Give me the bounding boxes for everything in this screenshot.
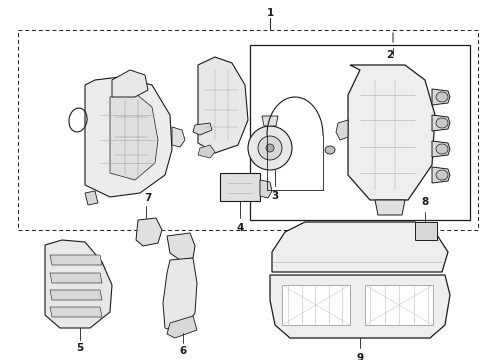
Polygon shape <box>163 258 197 333</box>
Polygon shape <box>110 93 158 180</box>
Polygon shape <box>172 127 185 147</box>
Polygon shape <box>112 70 148 97</box>
Text: 9: 9 <box>356 353 364 360</box>
Bar <box>220 173 260 201</box>
Polygon shape <box>198 57 248 153</box>
Text: 7: 7 <box>145 193 152 203</box>
Text: 5: 5 <box>76 343 84 353</box>
Polygon shape <box>336 120 348 140</box>
Ellipse shape <box>325 146 335 154</box>
Text: 1: 1 <box>267 8 273 18</box>
Polygon shape <box>50 290 102 300</box>
Text: 3: 3 <box>271 191 279 201</box>
Text: 4: 4 <box>236 223 244 233</box>
Bar <box>282 285 350 325</box>
Polygon shape <box>136 218 162 246</box>
Polygon shape <box>375 200 405 215</box>
Text: 8: 8 <box>421 197 429 207</box>
Bar <box>18 30 478 230</box>
Polygon shape <box>193 123 212 135</box>
Polygon shape <box>50 307 102 317</box>
Bar <box>415 222 437 240</box>
Bar <box>365 285 433 325</box>
Polygon shape <box>50 273 102 283</box>
Polygon shape <box>432 89 450 105</box>
Polygon shape <box>45 240 112 328</box>
Ellipse shape <box>436 144 448 154</box>
Ellipse shape <box>248 126 292 170</box>
Polygon shape <box>432 115 450 131</box>
Polygon shape <box>270 275 450 338</box>
Polygon shape <box>50 255 102 265</box>
Ellipse shape <box>258 136 282 160</box>
Polygon shape <box>272 222 448 272</box>
Ellipse shape <box>436 170 448 180</box>
Polygon shape <box>262 116 278 126</box>
Polygon shape <box>85 191 98 205</box>
Polygon shape <box>167 233 195 260</box>
Ellipse shape <box>436 118 448 128</box>
Polygon shape <box>432 141 450 157</box>
Polygon shape <box>85 77 172 197</box>
Text: 2: 2 <box>387 50 393 60</box>
Polygon shape <box>167 316 197 338</box>
Bar <box>250 45 470 220</box>
Polygon shape <box>432 167 450 183</box>
Polygon shape <box>198 145 215 158</box>
Polygon shape <box>260 180 272 198</box>
Ellipse shape <box>436 92 448 102</box>
Text: 6: 6 <box>179 346 187 356</box>
Ellipse shape <box>266 144 274 152</box>
Polygon shape <box>348 65 435 200</box>
